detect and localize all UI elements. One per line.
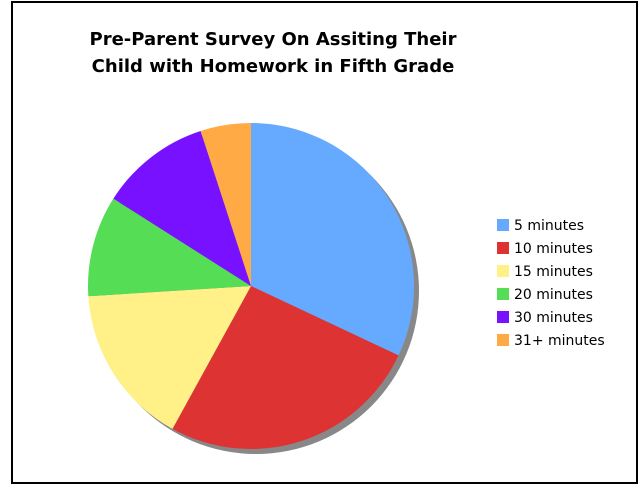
legend-swatch (497, 242, 509, 254)
pie-slice (113, 130, 252, 286)
legend-swatch (497, 265, 509, 277)
legend-swatch (497, 219, 509, 231)
legend-label: 15 minutes (514, 264, 593, 280)
pie-slice (172, 286, 399, 449)
legend-swatch (497, 311, 509, 323)
legend-swatch (497, 334, 509, 346)
pie-slice (88, 198, 252, 297)
legend-label: 20 minutes (514, 287, 593, 303)
pie-slice (200, 123, 251, 286)
legend-label: 31+ minutes (514, 333, 605, 349)
chart-title: Child with Homework in Fifth Grade (92, 56, 455, 77)
pie-slice (88, 286, 251, 429)
chart-title: Pre-Parent Survey On Assiting Their (90, 29, 457, 50)
legend-label: 10 minutes (514, 241, 593, 257)
legend-label: 5 minutes (514, 218, 584, 234)
legend-label: 30 minutes (514, 310, 593, 326)
pie-slice (251, 123, 414, 356)
legend-swatch (497, 288, 509, 300)
